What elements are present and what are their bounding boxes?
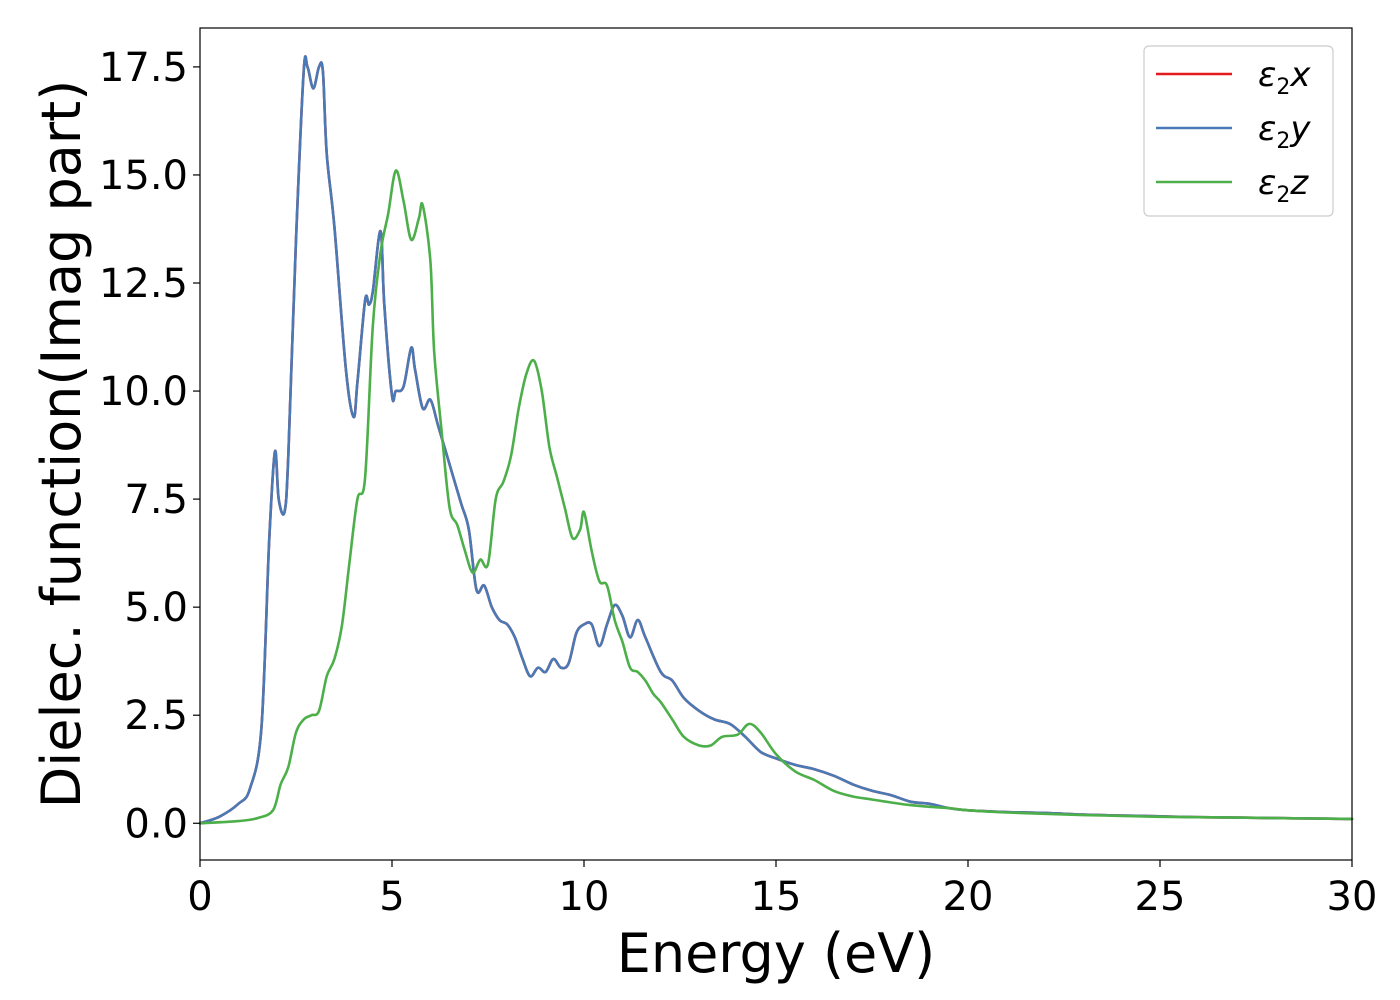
y-tick-label: 7.5 bbox=[124, 477, 188, 523]
x-tick-label: 0 bbox=[187, 874, 212, 920]
y-tick-label: 12.5 bbox=[99, 261, 188, 307]
legend-label-base: ε bbox=[1258, 109, 1276, 149]
x-tick-label: 15 bbox=[751, 874, 802, 920]
y-axis: 0.0 2.5 5.0 7.5 10.0 12.5 15.0 17.5 bbox=[99, 45, 200, 847]
y-tick-label: 17.5 bbox=[99, 45, 188, 91]
legend-label-subscript: 2 bbox=[1276, 75, 1290, 100]
legend-label-subscript: 2 bbox=[1276, 129, 1290, 154]
y-axis-label: Dielec. function(Imag part) bbox=[30, 80, 93, 809]
legend-label-y: ε2y bbox=[1258, 109, 1311, 154]
y-tick-label: 15.0 bbox=[99, 153, 188, 199]
series-line-z bbox=[198, 169, 1354, 825]
legend-label-tail: x bbox=[1289, 55, 1311, 95]
legend-label-x: ε2x bbox=[1258, 55, 1311, 100]
legend-label-subscript: 2 bbox=[1276, 183, 1290, 208]
x-tick-label: 20 bbox=[943, 874, 994, 920]
y-tick-label: 2.5 bbox=[124, 693, 188, 739]
x-tick-label: 30 bbox=[1327, 874, 1378, 920]
x-axis: 0 5 10 15 20 25 30 bbox=[187, 860, 1377, 920]
series-layer bbox=[198, 55, 1354, 825]
series-line-y bbox=[198, 55, 1354, 825]
legend-box bbox=[1143, 45, 1334, 217]
x-axis-label: Energy (eV) bbox=[617, 922, 936, 985]
legend-label-z: ε2z bbox=[1258, 163, 1309, 208]
x-tick-label: 10 bbox=[559, 874, 610, 920]
legend-label-base: ε bbox=[1258, 163, 1276, 203]
x-tick-label: 5 bbox=[379, 874, 404, 920]
y-tick-label: 5.0 bbox=[124, 585, 188, 631]
legend-label-tail: y bbox=[1289, 109, 1311, 149]
y-tick-label: 0.0 bbox=[124, 801, 188, 847]
x-tick-label: 25 bbox=[1135, 874, 1186, 920]
legend-label-base: ε bbox=[1258, 55, 1276, 95]
y-tick-label: 10.0 bbox=[99, 369, 188, 415]
legend-label-tail: z bbox=[1289, 163, 1309, 203]
